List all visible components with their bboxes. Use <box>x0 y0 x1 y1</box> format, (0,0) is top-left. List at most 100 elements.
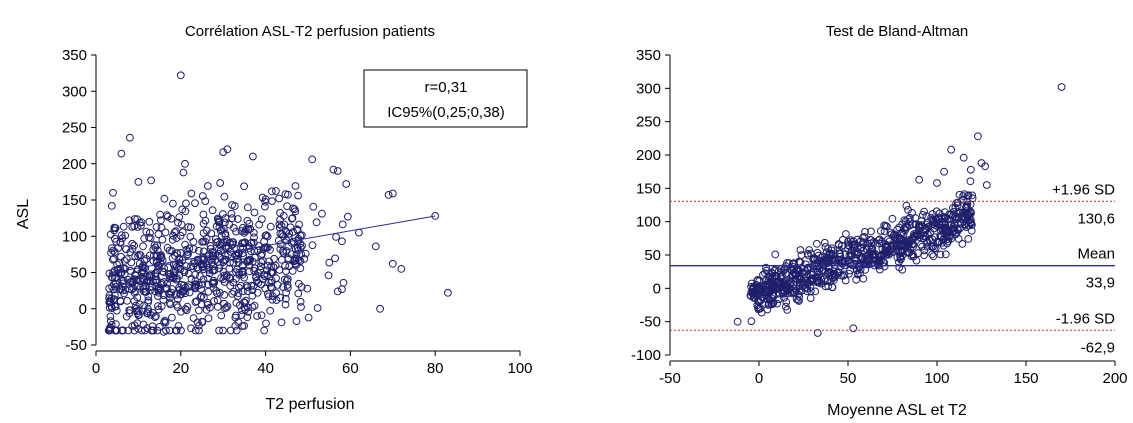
data-point <box>118 234 127 243</box>
data-point <box>267 187 276 196</box>
data-point <box>214 215 223 224</box>
reference-line-name: Mean <box>1077 246 1115 263</box>
data-point <box>880 262 889 271</box>
data-point <box>915 221 923 229</box>
data-point <box>881 221 890 230</box>
data-point <box>248 286 257 295</box>
data-point <box>371 242 380 251</box>
data-point <box>828 283 837 292</box>
data-point <box>951 230 960 239</box>
x-tick-label: 100 <box>507 360 532 377</box>
data-point <box>138 274 147 282</box>
data-point <box>122 255 131 264</box>
data-point <box>116 264 125 273</box>
data-point <box>204 314 213 323</box>
data-point <box>108 283 116 291</box>
data-point <box>196 293 205 302</box>
data-point <box>232 251 241 259</box>
data-point <box>275 194 284 203</box>
data-point <box>189 314 198 323</box>
data-point <box>280 220 289 229</box>
data-point <box>232 227 240 236</box>
data-point <box>250 301 259 310</box>
data-point <box>119 222 128 231</box>
data-point <box>187 262 195 271</box>
data-point <box>240 298 248 307</box>
data-point <box>215 326 224 335</box>
data-point <box>179 168 188 177</box>
data-point <box>191 284 200 292</box>
data-point <box>166 293 175 302</box>
data-point <box>139 242 147 251</box>
data-point <box>929 217 938 226</box>
data-point <box>173 303 182 312</box>
y-tick-label: 300 <box>62 83 87 100</box>
data-point <box>283 275 292 283</box>
data-point <box>915 175 924 184</box>
data-point <box>191 270 200 279</box>
data-point <box>928 220 937 228</box>
reference-line-value: 33,9 <box>1086 275 1115 292</box>
data-point <box>808 276 817 285</box>
y-tick-label: 150 <box>62 192 87 209</box>
data-point <box>301 249 310 258</box>
data-point <box>941 225 950 234</box>
data-point <box>204 182 212 190</box>
data-point <box>250 233 258 242</box>
data-point <box>186 232 195 241</box>
data-point <box>762 287 771 296</box>
data-point <box>198 263 207 272</box>
data-point <box>781 302 790 311</box>
y-tick-label: 200 <box>636 147 661 164</box>
data-point <box>159 278 168 286</box>
data-point <box>846 249 855 258</box>
data-point <box>177 290 185 299</box>
x-tick-label: 0 <box>92 360 100 377</box>
data-point <box>824 244 833 253</box>
data-point <box>953 209 962 218</box>
data-point <box>870 237 878 246</box>
data-point <box>128 239 137 248</box>
data-point <box>107 248 115 257</box>
data-point <box>959 192 967 200</box>
data-point <box>289 228 298 236</box>
data-point <box>799 274 808 283</box>
data-point <box>844 245 852 254</box>
data-point <box>966 207 975 216</box>
data-point <box>324 271 333 280</box>
data-point <box>308 155 317 164</box>
data-point <box>747 279 756 288</box>
data-point <box>234 254 242 263</box>
data-point <box>281 294 290 303</box>
data-point <box>940 213 949 221</box>
data-point <box>868 245 876 254</box>
data-point <box>169 269 178 278</box>
data-point <box>264 292 273 301</box>
data-point <box>782 298 791 307</box>
data-point <box>901 217 910 226</box>
data-point <box>918 242 926 251</box>
data-point <box>813 248 822 257</box>
data-point <box>240 321 249 330</box>
data-point <box>295 220 304 229</box>
data-point <box>285 262 294 271</box>
correlation-chart: Corrélation ASL-T2 perfusion patients AS… <box>15 23 533 413</box>
data-point <box>156 285 165 294</box>
data-point <box>772 285 781 293</box>
annotation-ci: IC95%(0,25;0,38) <box>387 104 505 121</box>
data-point <box>107 202 116 210</box>
data-point <box>242 281 251 290</box>
data-point <box>941 208 949 217</box>
data-point <box>760 294 769 303</box>
data-point <box>203 298 212 307</box>
data-point <box>177 326 185 335</box>
data-point <box>260 326 269 335</box>
y-tick-label: 250 <box>636 114 661 131</box>
data-point <box>133 223 142 231</box>
data-point <box>177 220 186 229</box>
data-point <box>154 285 163 294</box>
data-point <box>221 218 229 227</box>
data-point <box>298 241 306 250</box>
data-point <box>191 326 200 335</box>
